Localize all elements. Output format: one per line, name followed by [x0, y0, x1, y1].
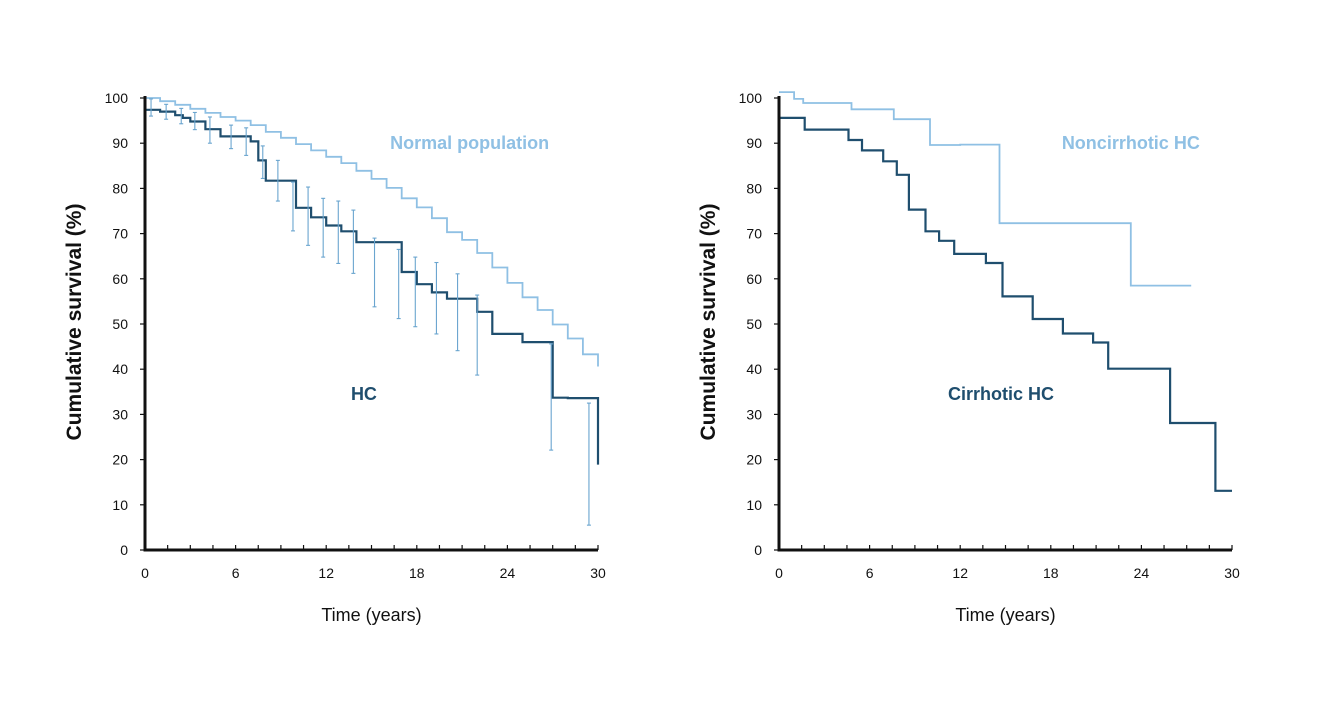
- series-label: Normal population: [390, 133, 549, 153]
- error-bar: [321, 197, 326, 258]
- x-axis-title: Time (years): [321, 605, 421, 625]
- y-tick-label: 0: [754, 542, 762, 558]
- series-2: HC: [145, 98, 600, 526]
- y-tick-label: 90: [746, 135, 762, 151]
- y-axis-title: Cumulative survival (%): [63, 204, 86, 441]
- x-tick-label: 12: [318, 565, 334, 581]
- x-tick-label: 24: [1134, 565, 1150, 581]
- error-bar: [549, 343, 554, 451]
- error-bar: [275, 159, 280, 202]
- series-2: Cirrhotic HC: [779, 116, 1232, 492]
- y-tick-label: 70: [746, 226, 762, 242]
- series-line: [145, 97, 599, 367]
- error-bar: [179, 107, 184, 125]
- x-tick-label: 12: [952, 565, 968, 581]
- x-tick-label: 30: [1224, 565, 1240, 581]
- series-line: [779, 116, 1232, 492]
- y-tick-label: 10: [112, 497, 128, 513]
- series-line: [779, 91, 1192, 287]
- y-tick-label: 100: [739, 90, 763, 106]
- y-tick-label: 0: [120, 542, 128, 558]
- y-tick-label: 100: [105, 90, 129, 106]
- error-bar: [244, 127, 249, 156]
- error-bar: [396, 248, 401, 320]
- y-tick-label: 60: [112, 271, 128, 287]
- x-tick-label: 6: [866, 565, 874, 581]
- error-bar: [475, 294, 480, 376]
- y-tick-label: 80: [746, 180, 762, 196]
- y-tick-label: 60: [746, 271, 762, 287]
- series-label: HC: [351, 384, 377, 404]
- error-bar: [149, 98, 154, 117]
- y-tick-label: 20: [746, 452, 762, 468]
- y-tick-label: 30: [746, 406, 762, 422]
- series-1: Noncirrhotic HC: [779, 91, 1200, 287]
- y-tick-label: 40: [746, 361, 762, 377]
- x-tick-label: 18: [409, 565, 425, 581]
- error-bar: [455, 273, 460, 352]
- error-bar: [336, 200, 341, 264]
- x-axis-title: Time (years): [955, 605, 1055, 625]
- y-tick-label: 30: [112, 406, 128, 422]
- error-bar: [434, 261, 439, 335]
- error-bar: [164, 103, 169, 120]
- x-tick-label: 0: [141, 565, 149, 581]
- y-axis-title: Cumulative survival (%): [697, 204, 720, 441]
- error-bar: [413, 256, 418, 328]
- x-tick-label: 0: [775, 565, 783, 581]
- series-label: Noncirrhotic HC: [1062, 133, 1200, 153]
- error-bar: [207, 116, 212, 144]
- error-bar: [260, 145, 265, 180]
- error-bar: [229, 124, 234, 150]
- error-bar: [306, 186, 311, 246]
- y-tick-label: 70: [112, 226, 128, 242]
- error-bar: [586, 402, 591, 526]
- error-bar: [290, 181, 295, 232]
- y-tick-label: 20: [112, 452, 128, 468]
- y-tick-label: 40: [112, 361, 128, 377]
- y-tick-label: 10: [746, 497, 762, 513]
- series-line: [145, 108, 600, 465]
- series-label: Cirrhotic HC: [948, 384, 1054, 404]
- y-tick-label: 50: [112, 316, 128, 332]
- x-tick-label: 18: [1043, 565, 1059, 581]
- y-tick-label: 80: [112, 180, 128, 196]
- error-bar: [192, 111, 197, 131]
- x-tick-label: 6: [232, 565, 240, 581]
- series-1: Normal population: [145, 97, 599, 367]
- error-bar: [372, 237, 377, 308]
- error-bar: [351, 209, 356, 274]
- x-tick-label: 30: [590, 565, 606, 581]
- x-tick-label: 24: [500, 565, 516, 581]
- y-tick-label: 90: [112, 135, 128, 151]
- y-tick-label: 50: [746, 316, 762, 332]
- chart-panel-1: Normal populationHC010203040506070809010…: [63, 90, 606, 625]
